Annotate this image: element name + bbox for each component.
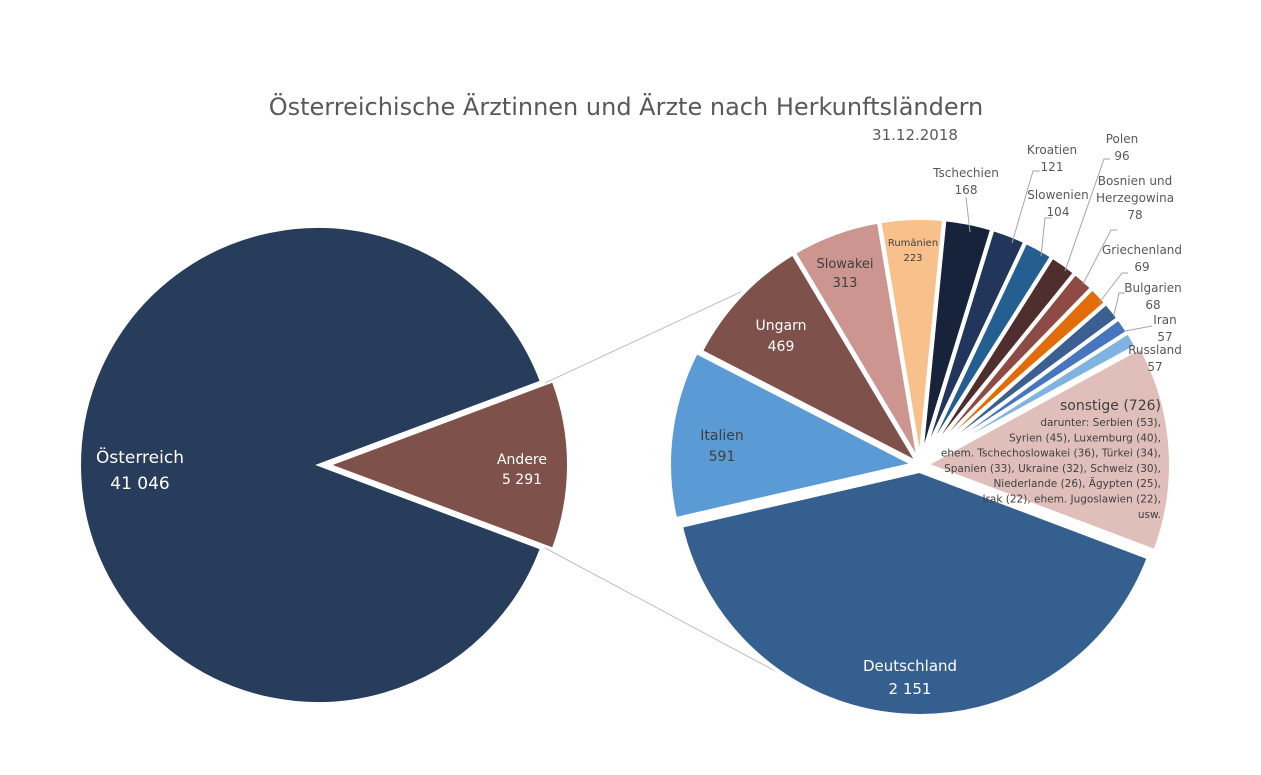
slice-russland bbox=[919, 330, 1139, 466]
data-labels: Österreich 41 046 Andere 5 291 Deutschland 2 … bbox=[96, 132, 1182, 698]
chart-subtitle: 31.12.2018 bbox=[872, 126, 958, 144]
label-kroatien: Kroatien 121 bbox=[1027, 143, 1077, 174]
label-sonstige-details: darunter: Serbien (53), Syrien (45), Luxe… bbox=[941, 417, 1161, 521]
leader-line bbox=[1011, 170, 1040, 244]
slice-sonstige-726 bbox=[923, 344, 1173, 554]
label-iran: Iran 57 bbox=[1153, 313, 1176, 344]
label-österreich: Österreich 41 046 bbox=[96, 446, 184, 494]
leader-line bbox=[1040, 217, 1052, 257]
label-slowakei: Slowakei 313 bbox=[816, 257, 873, 291]
label-polen: Polen 96 bbox=[1106, 132, 1138, 163]
leader-line bbox=[1082, 229, 1117, 285]
label-tschechien: Tschechien 168 bbox=[932, 166, 999, 197]
leader-line bbox=[1098, 272, 1128, 304]
label-bosnien-und-herzegowina: Bosnien und Herzegowina 78 bbox=[1096, 174, 1174, 222]
chart-title: Österreichische Ärztinnen und Ärzte nach… bbox=[269, 92, 984, 121]
secondary-pie bbox=[667, 216, 1173, 718]
leader-line bbox=[1113, 292, 1125, 316]
slice-ungarn bbox=[698, 251, 921, 466]
label-russland: Russland 57 bbox=[1128, 343, 1182, 374]
leader-line bbox=[1064, 158, 1110, 272]
leader-line bbox=[965, 196, 971, 233]
connector-line-bottom bbox=[544, 547, 793, 681]
label-rumänien: Rumänien 223 bbox=[888, 238, 938, 264]
label-slowenien: Slowenien 104 bbox=[1027, 188, 1088, 219]
label-andere: Andere 5 291 bbox=[497, 452, 547, 488]
leader-line bbox=[1124, 325, 1153, 332]
slice-österreich bbox=[79, 226, 543, 704]
main-pie bbox=[79, 226, 569, 704]
label-griechenland: Griechenland 69 bbox=[1102, 243, 1182, 274]
label-ungarn: Ungarn 469 bbox=[756, 318, 807, 355]
slice-italien bbox=[667, 350, 917, 522]
label-sonstige: sonstige (726) bbox=[1060, 398, 1161, 414]
label-italien: Italien 591 bbox=[700, 428, 743, 465]
label-bulgarien: Bulgarien 68 bbox=[1124, 281, 1181, 312]
label-deutschland: Deutschland 2 151 bbox=[863, 657, 957, 698]
slice-andere bbox=[327, 380, 569, 550]
slice-deutschland bbox=[678, 468, 1151, 718]
